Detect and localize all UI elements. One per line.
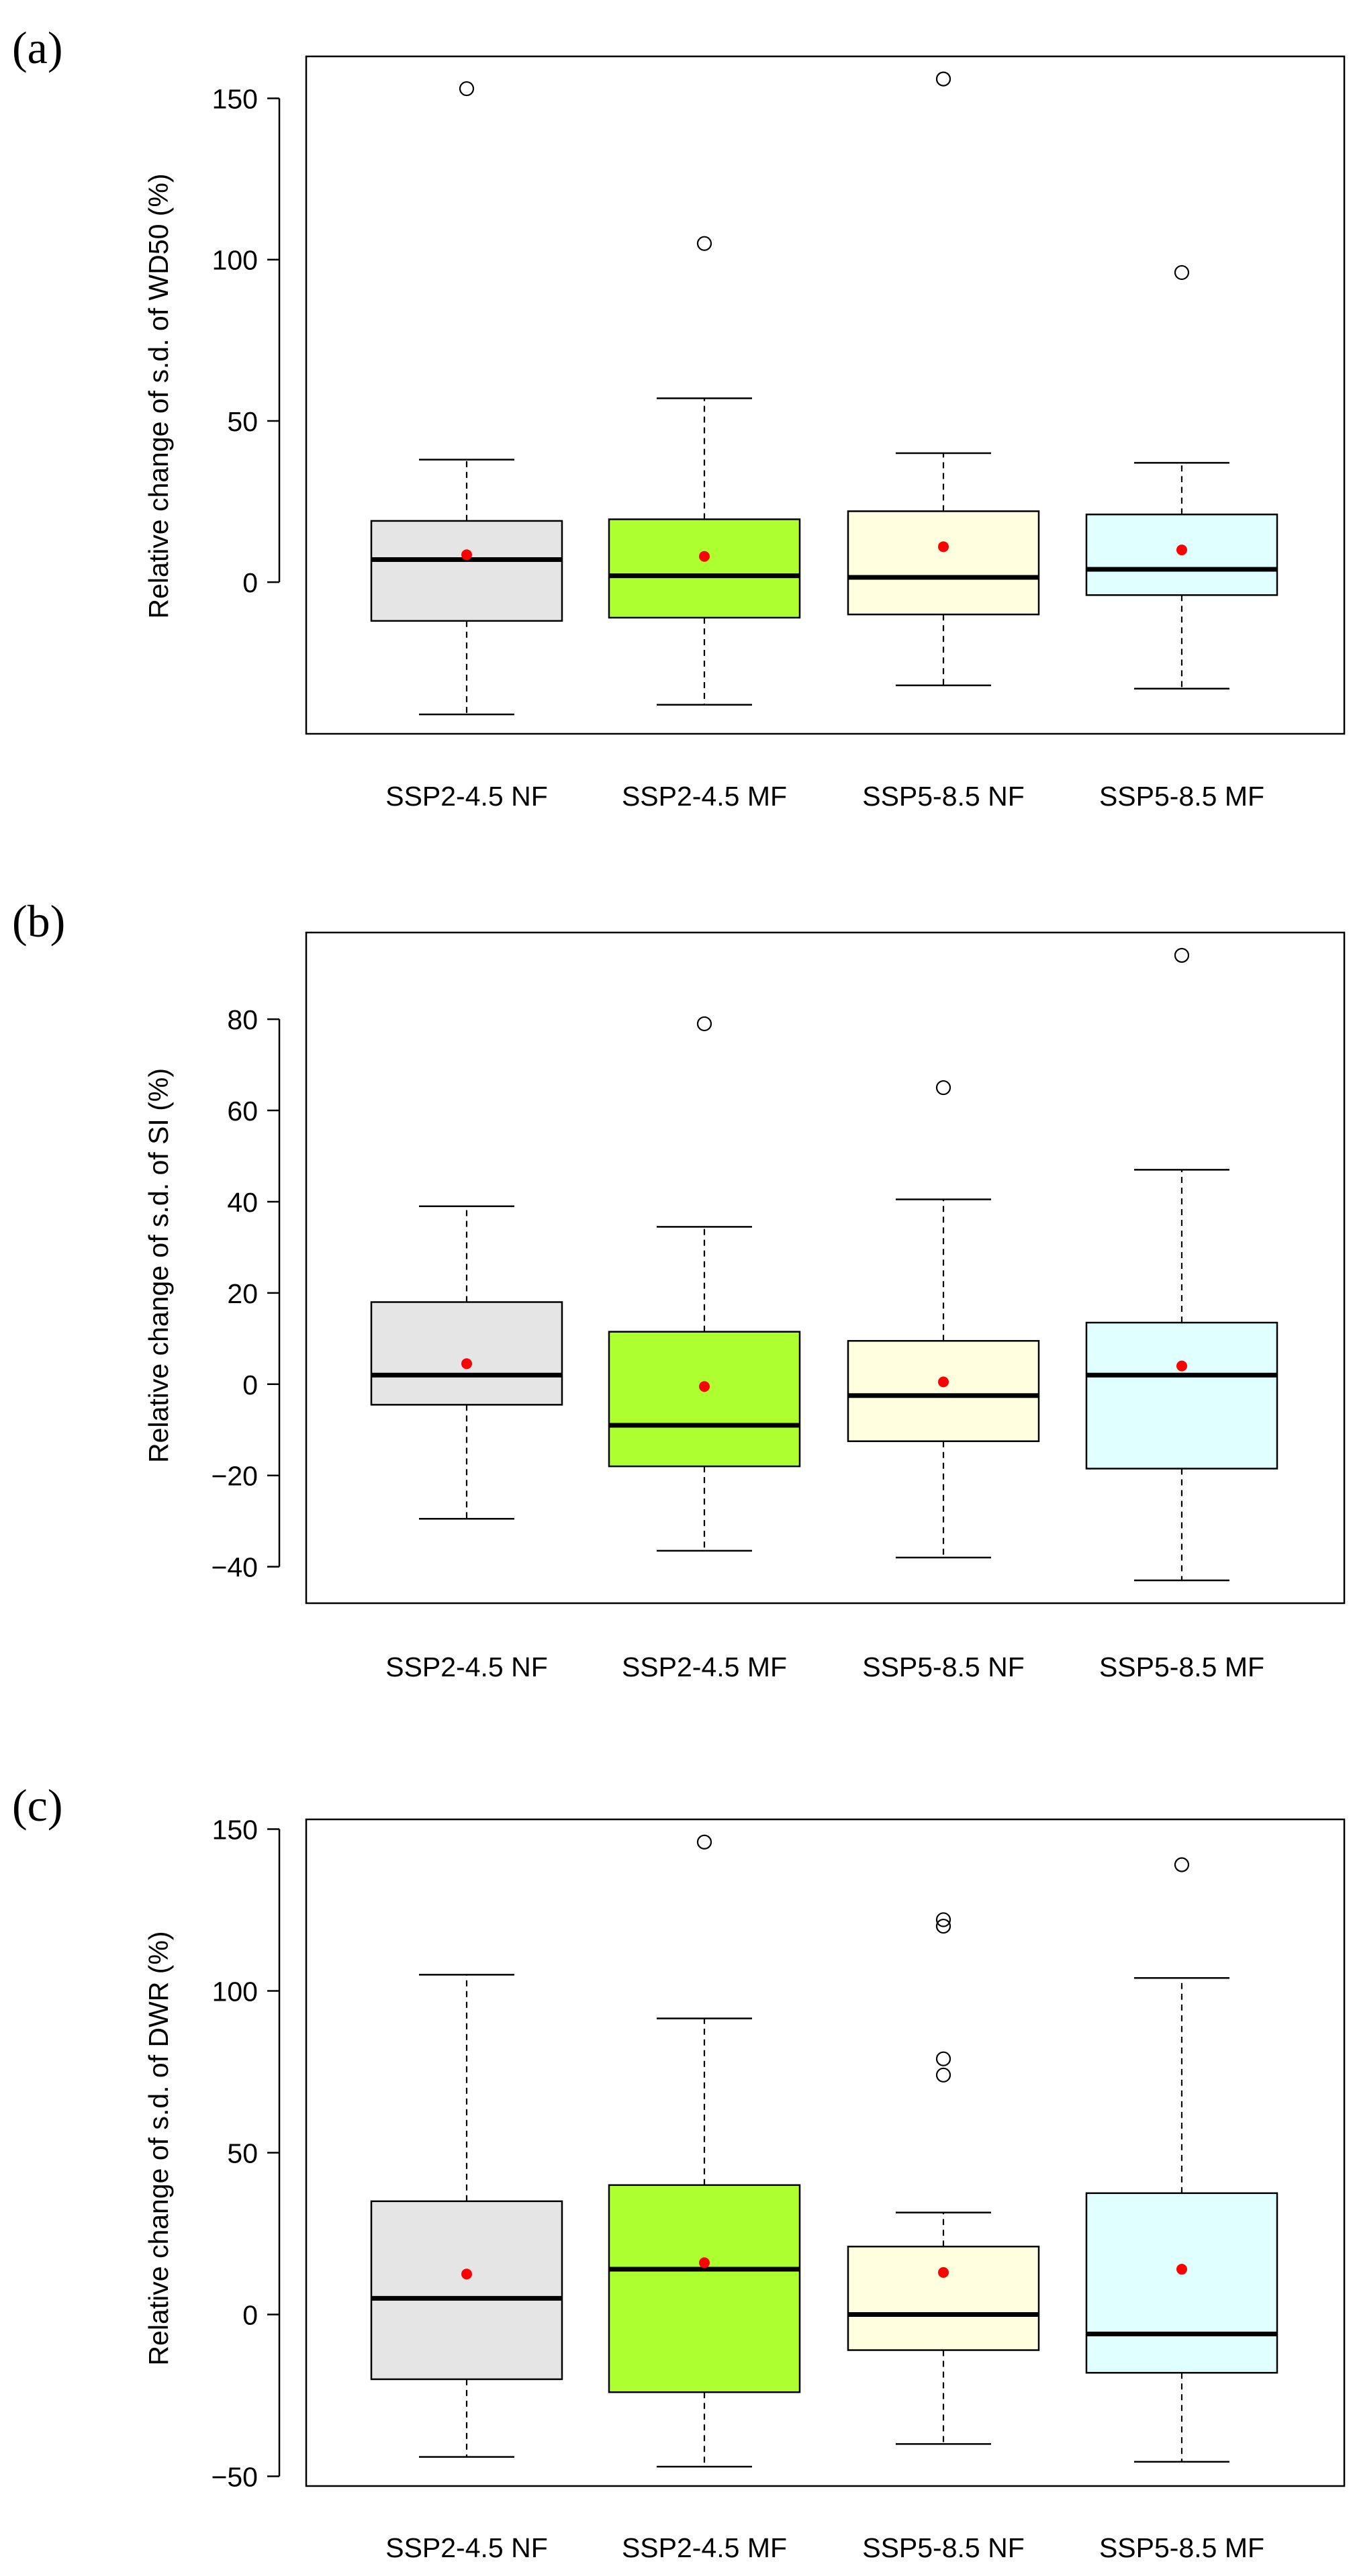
y-tick-label: 60 — [227, 1096, 258, 1127]
iqr-box — [370, 1301, 563, 1406]
mean-point — [1176, 544, 1187, 556]
iqr-box — [847, 2246, 1040, 2351]
box-3 — [1085, 265, 1278, 689]
box-1 — [608, 1016, 801, 1552]
x-category-label: SSP2-4.5 MF — [622, 2532, 787, 2563]
x-category-label: SSP5-8.5 NF — [862, 2532, 1025, 2563]
outlier-point — [1174, 1857, 1190, 1872]
y-tick-label: 150 — [212, 1814, 258, 1845]
x-category-label: SSP5-8.5 NF — [862, 781, 1025, 812]
mean-point — [461, 549, 472, 561]
y-tick-label: −20 — [211, 1461, 258, 1492]
x-category-label: SSP2-4.5 MF — [622, 1652, 787, 1682]
box-0 — [370, 1205, 563, 1520]
y-tick-label: 40 — [227, 1187, 258, 1218]
box-1 — [608, 236, 801, 706]
mean-point — [461, 1358, 472, 1370]
y-tick-label: −50 — [211, 2462, 258, 2493]
y-tick-label: 150 — [212, 83, 258, 114]
outlier-point — [935, 2051, 951, 2066]
iqr-box — [608, 1331, 801, 1468]
x-category-label: SSP2-4.5 NF — [385, 1652, 548, 1682]
box-2 — [847, 1080, 1040, 1559]
panel-1: (b) −40 −20 0 20 40 60 80 Relative change of s.d… — [12, 896, 1346, 1682]
plot-frame — [305, 931, 1346, 1605]
box-0 — [370, 1974, 563, 2458]
x-category-label: SSP5-8.5 NF — [862, 1652, 1025, 1682]
x-category-label: SSP2-4.5 NF — [385, 781, 548, 812]
iqr-box — [1085, 2192, 1278, 2374]
outlier-point — [696, 236, 712, 251]
iqr-box — [370, 520, 563, 622]
y-axis-title: Relative change of s.d. of WD50 (%) — [143, 173, 174, 618]
mean-point — [938, 1376, 949, 1388]
y-tick-label: 100 — [212, 1976, 258, 2007]
outlier-point — [935, 2067, 951, 2083]
mean-point — [461, 2269, 472, 2280]
outlier-point — [1174, 265, 1190, 281]
y-tick-label: 50 — [227, 2138, 258, 2169]
outlier-point — [696, 1016, 712, 1032]
y-tick-label: 0 — [242, 1370, 258, 1400]
iqr-box — [1085, 1321, 1278, 1470]
x-category-label: SSP2-4.5 MF — [622, 781, 787, 812]
panel-0: (a) 0 50 100 150 Relative change of s.d. of W… — [12, 22, 1346, 812]
outlier-point — [935, 1080, 951, 1096]
x-category-label: SSP5-8.5 MF — [1099, 1652, 1264, 1682]
x-category-label: SSP5-8.5 MF — [1099, 781, 1264, 812]
mean-point — [699, 1381, 710, 1392]
panel-2: (c) −50 0 50 100 150 Relative change of s.d. o… — [12, 1780, 1346, 2563]
iqr-box — [608, 518, 801, 619]
y-tick-label: −40 — [211, 1552, 258, 1583]
plot-frame — [305, 1818, 1346, 2487]
outlier-point — [935, 1918, 951, 1934]
iqr-box — [847, 510, 1040, 616]
y-tick-label: 50 — [227, 406, 258, 437]
panel-label: (a) — [12, 22, 62, 73]
iqr-box — [370, 2200, 563, 2381]
box-2 — [847, 71, 1040, 687]
y-tick-label: 0 — [242, 2300, 258, 2331]
y-tick-label: 100 — [212, 245, 258, 276]
box-3 — [1085, 947, 1278, 1582]
mean-point — [1176, 2264, 1187, 2275]
mean-point — [1176, 1360, 1187, 1372]
y-tick-label: 80 — [227, 1004, 258, 1035]
outlier-point — [696, 1834, 712, 1850]
y-axis-title: Relative change of s.d. of DWR (%) — [143, 1931, 174, 2365]
panel-label: (c) — [12, 1780, 62, 1831]
panel-label: (b) — [12, 896, 65, 947]
outlier-point — [935, 1912, 951, 1927]
x-category-label: SSP5-8.5 MF — [1099, 2532, 1264, 2563]
mean-point — [938, 541, 949, 553]
mean-point — [938, 2267, 949, 2278]
box-1 — [608, 1834, 801, 2468]
iqr-box — [847, 1339, 1040, 1442]
box-3 — [1085, 1857, 1278, 2463]
y-axis-title: Relative change of s.d. of SI (%) — [143, 1068, 174, 1463]
outlier-point — [935, 71, 951, 87]
iqr-box — [608, 2184, 801, 2393]
outlier-point — [1174, 947, 1190, 963]
outlier-point — [459, 81, 475, 97]
box-0 — [370, 81, 563, 716]
y-tick-label: 20 — [227, 1278, 258, 1309]
plot-frame — [305, 55, 1346, 735]
box-2 — [847, 1912, 1040, 2445]
mean-point — [699, 2257, 710, 2269]
x-category-label: SSP2-4.5 NF — [385, 2532, 548, 2563]
mean-point — [699, 551, 710, 562]
y-tick-label: 0 — [242, 567, 258, 598]
